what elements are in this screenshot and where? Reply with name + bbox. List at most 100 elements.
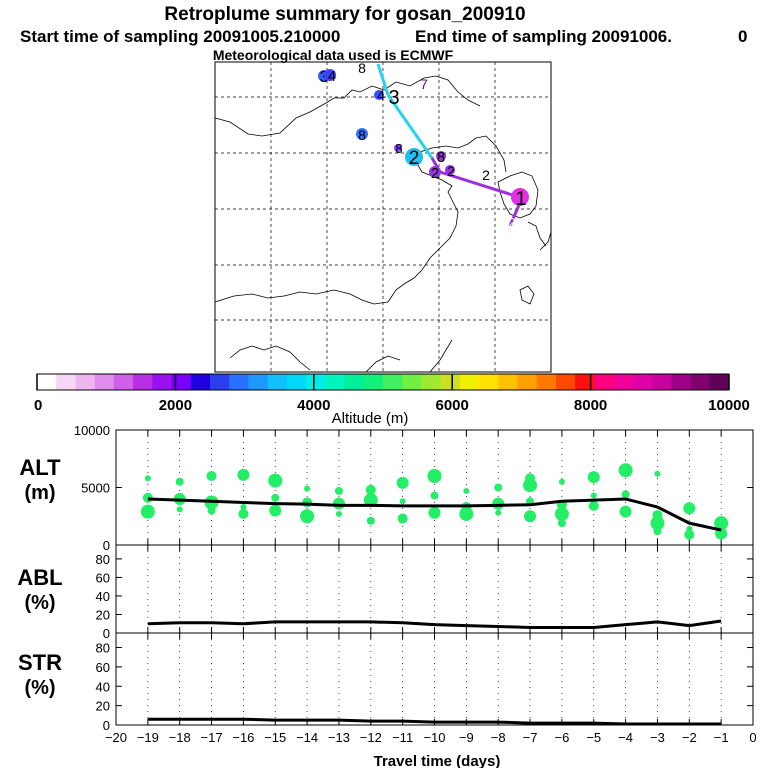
scatter-point <box>554 506 569 521</box>
colorbar-cell <box>210 374 230 390</box>
colorbar-cell <box>94 374 115 390</box>
x-tick-label: −10 <box>423 730 445 745</box>
x-tick-label: −1 <box>714 730 729 745</box>
colorbar-cell <box>421 374 442 390</box>
x-tick-label: −12 <box>360 730 382 745</box>
x-tick-label: −19 <box>137 730 159 745</box>
colorbar-cell <box>594 374 615 390</box>
scatter-point <box>332 497 345 510</box>
svg-text:3: 3 <box>388 87 399 109</box>
scatter-point <box>237 468 250 481</box>
colorbar-cell <box>152 374 172 390</box>
scatter-point <box>621 490 630 499</box>
svg-text:8: 8 <box>395 141 402 156</box>
map-marker: 2 <box>429 165 441 182</box>
x-tick-label: −11 <box>392 730 413 745</box>
svg-text:1: 1 <box>515 188 526 210</box>
y-tick-label: 40 <box>96 589 110 604</box>
y-tick-label: 60 <box>96 660 110 675</box>
y-tick-label: 20 <box>96 607 110 622</box>
y-tick-label: 80 <box>96 552 110 567</box>
scatter-point <box>459 506 474 521</box>
scatter-point <box>427 469 442 483</box>
y-axis-label: ALT <box>19 455 61 480</box>
x-tick-label: −9 <box>459 730 474 745</box>
scatter-point <box>271 493 280 502</box>
scatter-point <box>495 509 502 516</box>
map-marker: 7 <box>420 76 428 92</box>
colorbar-cell <box>56 374 76 390</box>
colorbar-tick-label: 8000 <box>574 397 607 414</box>
scatter-point <box>463 487 470 494</box>
x-axis-label: Travel time (days) <box>374 753 501 768</box>
colorbar-tick-label: 4000 <box>297 397 330 414</box>
panel-frame <box>115 544 754 634</box>
abl-panel: 0 20 40 60 80 ABL(%) <box>17 544 754 641</box>
colorbar-cell <box>652 374 672 390</box>
scatter-point <box>430 491 439 500</box>
map-markers: 3 4 8 4 3 7 8 8 2 8 2 2 2 1 2 <box>318 60 529 230</box>
scatter-point <box>240 504 247 511</box>
colorbar-cell <box>517 374 538 390</box>
colorbar-tick-label: 6000 <box>436 397 469 414</box>
map-marker: 4 <box>324 68 336 85</box>
scatter-point <box>176 506 183 513</box>
svg-text:4: 4 <box>328 68 336 85</box>
scatter-point <box>524 510 537 523</box>
y-axis-unit: (m) <box>24 482 55 504</box>
y-tick-label: 20 <box>96 699 110 714</box>
colorbar-axis-label: Altitude (m) <box>332 410 409 427</box>
scatter-point <box>269 504 282 517</box>
colorbar-cell <box>133 374 153 390</box>
x-tick-label: −3 <box>650 730 665 745</box>
y-tick-label: 10000 <box>74 423 110 438</box>
colorbar-cell <box>459 374 480 390</box>
scatter-point <box>206 471 217 481</box>
svg-text:7: 7 <box>420 76 428 92</box>
scatter-point <box>714 516 729 531</box>
trajectory-segment-purple-b <box>439 170 523 200</box>
map-marker: 2 <box>508 215 515 230</box>
x-tick-label: 0 <box>749 730 756 745</box>
map-marker: 8 <box>394 141 403 156</box>
x-tick-label: −18 <box>169 730 191 745</box>
y-tick-label: 5000 <box>81 481 110 496</box>
x-tick-label: −13 <box>328 730 350 745</box>
y-axis-unit: (%) <box>24 677 55 699</box>
y-axis-unit: (%) <box>24 592 55 614</box>
map-marker: 8 <box>356 127 368 143</box>
colorbar-cell <box>690 374 711 390</box>
x-tick-label: −16 <box>232 730 254 745</box>
scatter-point <box>619 505 632 518</box>
map-frame <box>214 61 552 373</box>
colorbar-tick-label: 0 <box>34 397 42 414</box>
scatter-point <box>144 475 151 482</box>
scatter-point <box>588 500 599 511</box>
series-line <box>147 717 722 726</box>
y-tick-label: 0 <box>103 718 110 733</box>
scatter-point <box>335 510 342 517</box>
x-tick-label: −20 <box>105 730 127 745</box>
scatter-point <box>558 478 565 485</box>
x-tick-label: −4 <box>618 730 633 745</box>
scatter-point <box>396 476 409 489</box>
x-tick-label: −7 <box>523 730 538 745</box>
colorbar-cell <box>325 374 345 390</box>
scatter-point <box>650 516 665 531</box>
chart-title: Retroplume summary for gosan_200910 <box>164 4 525 25</box>
colorbar-cell <box>671 374 691 390</box>
colorbar-cell <box>344 374 365 390</box>
colorbar-cell <box>383 374 403 390</box>
alt-panel: 0 5000 10000 ALT(m) <box>19 423 754 553</box>
map-marker: 8 <box>358 60 366 76</box>
colorbar-cell <box>536 374 557 390</box>
series-line <box>147 619 722 629</box>
colorbar-tick-label: 10000 <box>708 397 750 414</box>
end-time-value: 0 <box>738 27 747 46</box>
scatter-point <box>684 529 695 540</box>
colorbar-cell <box>440 374 461 390</box>
map-marker: 2 <box>445 163 455 179</box>
colorbar-cell <box>267 374 288 390</box>
colorbar-cell <box>229 374 249 390</box>
colorbar-cell <box>479 374 499 390</box>
